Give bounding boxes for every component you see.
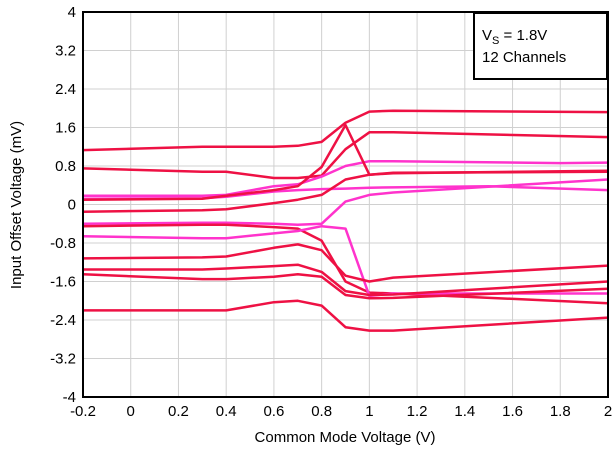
y-tick-label: -1.6 (50, 274, 76, 291)
y-axis-title: Input Offset Voltage (mV) (8, 121, 25, 289)
channel-line-13 (83, 299, 609, 332)
x-tick-label: 0.4 (216, 403, 237, 420)
channel-line-11 (83, 263, 609, 297)
legend-vs-rest: = 1.8V (499, 27, 547, 44)
x-axis-title: Common Mode Voltage (V) (255, 429, 436, 446)
x-tick-label: 1.6 (502, 403, 523, 420)
channel-line-12 (82, 273, 609, 300)
y-tick-label: -3.2 (50, 351, 76, 368)
y-tick-label: 0 (68, 197, 76, 214)
x-tick-labels: -0.2 0 0.2 0.4 0.6 0.8 1 1.2 1.4 1.6 1.8 2 (70, 403, 612, 420)
y-tick-label: 3.2 (55, 43, 76, 60)
channel-line-1 (82, 109, 609, 152)
series-lines (82, 109, 609, 332)
x-tick-label: 0.6 (263, 403, 284, 420)
x-tick-label: 1 (365, 403, 373, 420)
channel-line-10 (82, 243, 609, 283)
x-tick-label: 0.2 (168, 403, 189, 420)
plot-frame (82, 11, 609, 398)
legend-supply-label: VS = 1.8V (482, 27, 547, 47)
channel-line-7 (82, 178, 609, 226)
legend-frame (473, 12, 608, 80)
y-tick-label: 0.8 (55, 158, 76, 175)
x-tick-label: 1.2 (407, 403, 428, 420)
y-tick-labels: -4 -3.2 -2.4 -1.6 -0.8 0 0.8 1.6 2.4 3.2 4 (50, 4, 76, 406)
x-tick-label: -0.2 (70, 403, 96, 420)
x-tick-label: 0 (127, 403, 135, 420)
legend-vs-main: V (482, 27, 492, 44)
x-tick-label: 2 (604, 403, 612, 420)
y-tick-label: -0.8 (50, 235, 76, 252)
legend-channels-label: 12 Channels (482, 49, 566, 66)
channel-line-6 (82, 169, 609, 213)
legend-vs-sub: S (492, 35, 499, 47)
y-tick-label: -4 (63, 389, 76, 406)
y-tick-label: 4 (68, 4, 76, 21)
y-tick-label: -2.4 (50, 312, 76, 329)
y-tick-label: 2.4 (55, 81, 76, 98)
x-tick-label: 0.8 (311, 403, 332, 420)
channel-line-3 (83, 159, 609, 198)
x-tick-label: 1.4 (454, 403, 475, 420)
y-tick-label: 1.6 (55, 120, 76, 137)
legend-box: VS = 1.8V 12 Channels (473, 12, 608, 80)
channel-line-8 (82, 223, 609, 305)
x-tick-label: 1.8 (550, 403, 571, 420)
